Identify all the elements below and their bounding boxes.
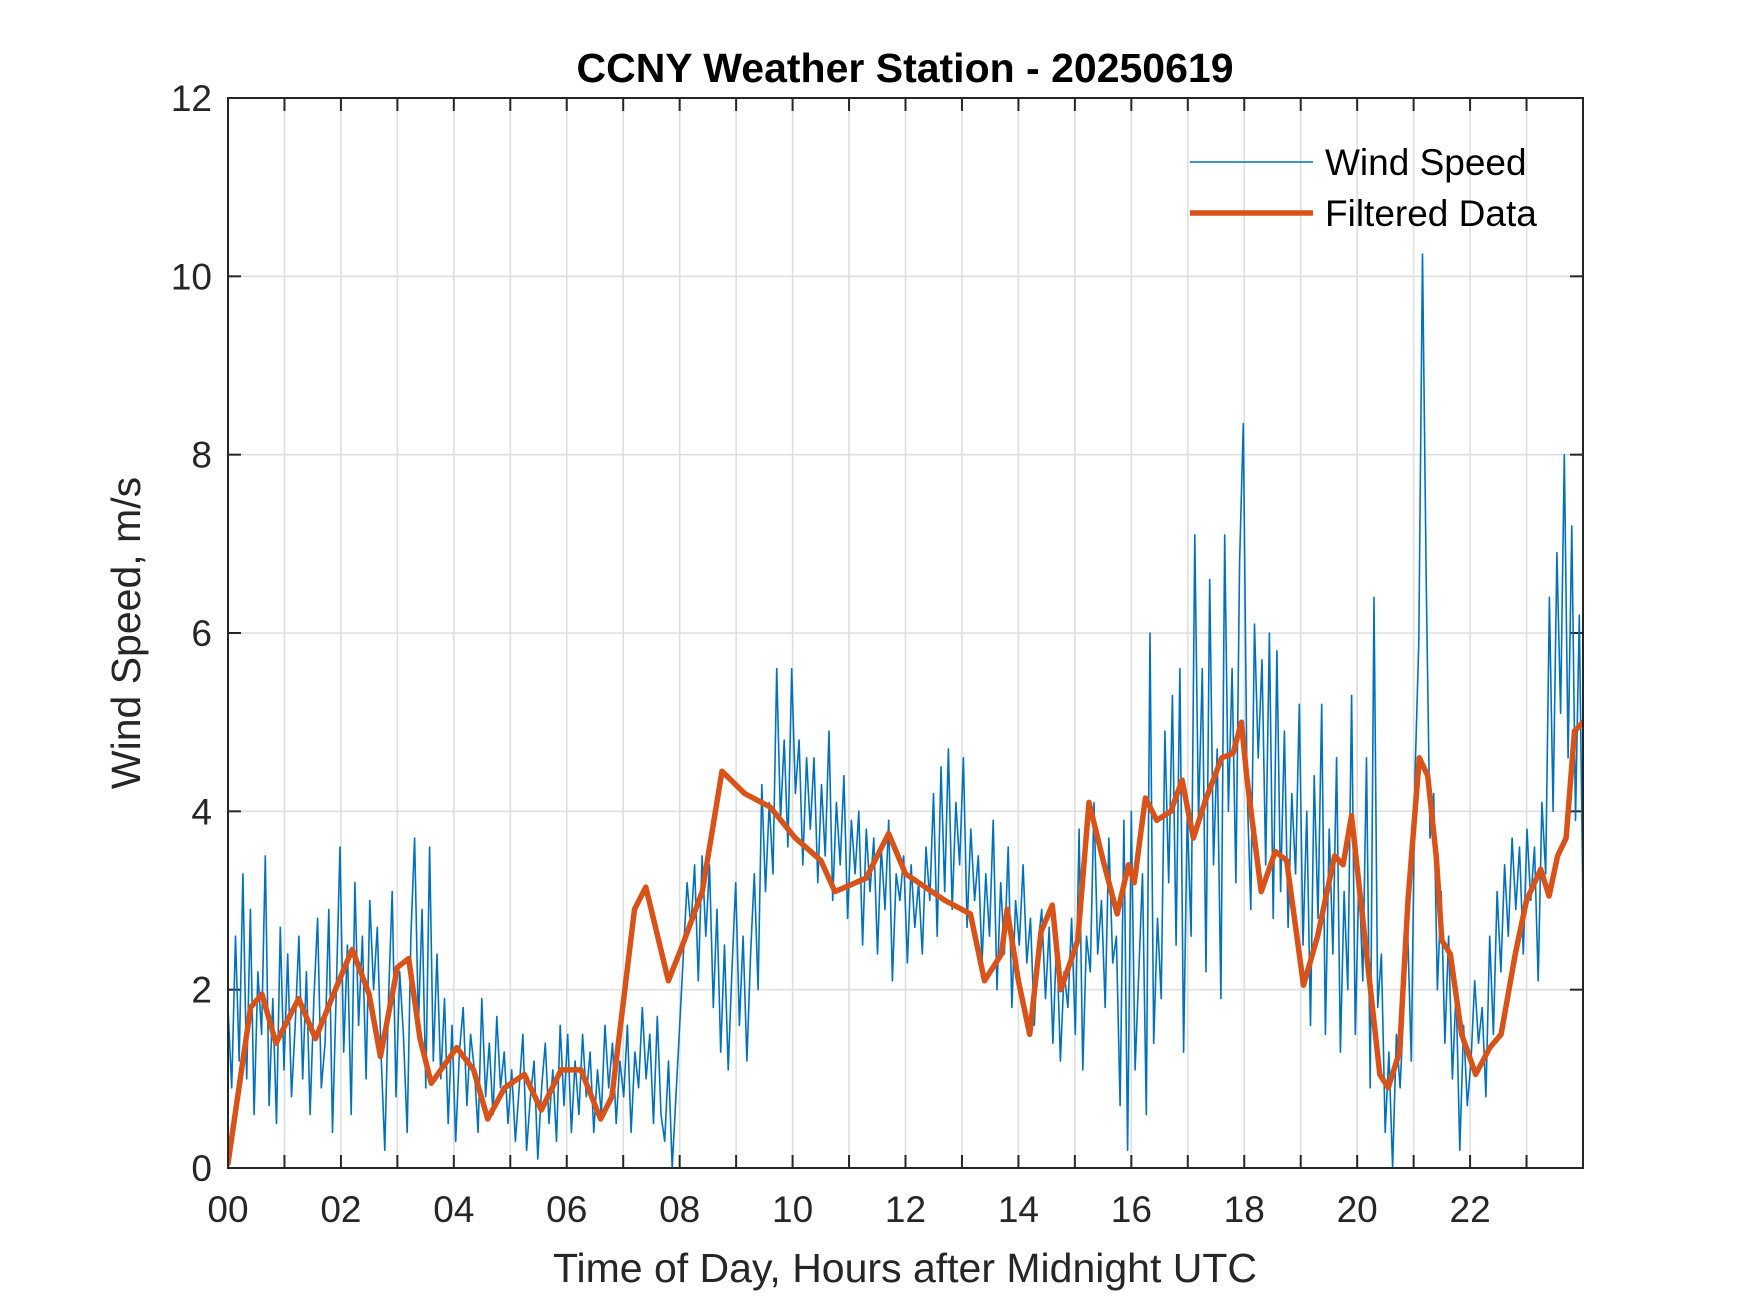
legend: Wind Speed Filtered Data: [1190, 142, 1537, 234]
y-tick-label: 10: [171, 256, 212, 297]
y-tick-label: 12: [171, 78, 212, 119]
grid-lines: [228, 98, 1583, 1168]
y-tick-labels: 0 2 4 6 8 10 12: [171, 78, 212, 1189]
y-axis-label: Wind Speed, m/s: [103, 477, 149, 789]
x-tick-label: 12: [885, 1189, 926, 1230]
chart-title: CCNY Weather Station - 20250619: [576, 45, 1233, 91]
axis-ticks: [228, 98, 1583, 1168]
legend-label-wind-speed: Wind Speed: [1325, 142, 1527, 183]
axes-box: [227, 97, 1584, 1169]
x-axis-label: Time of Day, Hours after Midnight UTC: [553, 1245, 1257, 1291]
x-tick-label: 16: [1111, 1189, 1152, 1230]
x-tick-label: 20: [1337, 1189, 1378, 1230]
x-tick-label: 14: [998, 1189, 1039, 1230]
x-tick-label: 22: [1450, 1189, 1491, 1230]
x-tick-label: 06: [546, 1189, 587, 1230]
x-tick-label: 04: [433, 1189, 474, 1230]
series-line-wind-speed: [228, 253, 1583, 1168]
x-tick-label: 18: [1224, 1189, 1265, 1230]
x-tick-label: 00: [207, 1189, 248, 1230]
series-line-filtered-data: [228, 719, 1583, 1167]
y-tick-label: 8: [191, 435, 212, 476]
x-tick-label: 02: [320, 1189, 361, 1230]
x-tick-label: 10: [772, 1189, 813, 1230]
y-tick-label: 6: [191, 613, 212, 654]
series-layer: [228, 253, 1583, 1168]
legend-label-filtered-data: Filtered Data: [1325, 193, 1537, 234]
y-tick-label: 0: [191, 1148, 212, 1189]
y-tick-label: 4: [191, 791, 212, 832]
x-tick-labels: 00 02 04 06 08 10 12 14 16 18 20 22: [207, 1189, 1490, 1230]
y-tick-label: 2: [191, 970, 212, 1011]
x-tick-label: 08: [659, 1189, 700, 1230]
